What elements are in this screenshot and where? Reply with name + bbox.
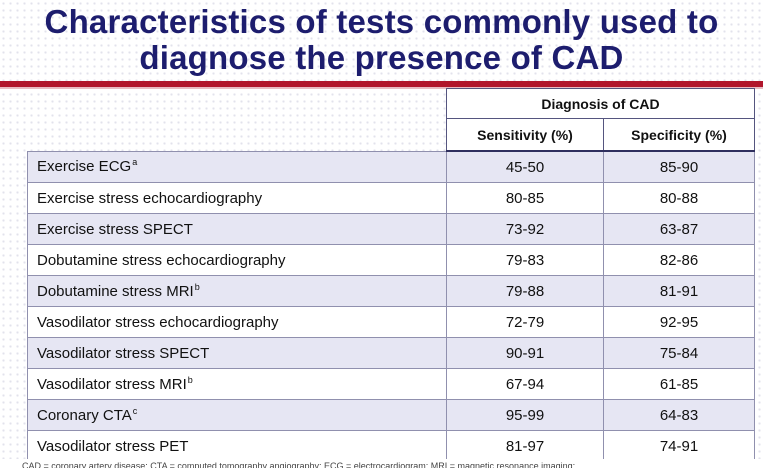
sensitivity-value: 79-83 bbox=[446, 244, 604, 276]
specificity-value: 75-84 bbox=[603, 337, 755, 369]
table-row: Exercise stress SPECT 73-92 63-87 bbox=[27, 213, 755, 245]
table-row: Dobutamine stress MRIb 79-88 81-91 bbox=[27, 275, 755, 307]
test-name: Vasodilator stress MRI bbox=[37, 375, 187, 393]
table-row: Exercise stress echocardiography 80-85 80-… bbox=[27, 182, 755, 214]
test-name-cell: Vasodilator stress echocardiography bbox=[27, 306, 447, 338]
sensitivity-value: 73-92 bbox=[446, 213, 604, 245]
specificity-value: 85-90 bbox=[603, 150, 755, 183]
header-row-columns: Sensitivity (%) Specificity (%) bbox=[28, 118, 755, 152]
test-name: Vasodilator stress PET bbox=[37, 437, 189, 455]
sensitivity-value: 45-50 bbox=[446, 150, 604, 183]
test-name-cell: Coronary CTAc bbox=[27, 399, 447, 431]
sensitivity-value: 95-99 bbox=[446, 399, 604, 431]
table-row: Dobutamine stress echocardiography 79-83 8… bbox=[27, 244, 755, 276]
test-name: Exercise ECG bbox=[37, 158, 132, 176]
specificity-value: 74-91 bbox=[603, 430, 755, 462]
test-name-cell: Vasodilator stress MRIb bbox=[27, 368, 447, 400]
test-name-cell: Vasodilator stress SPECT bbox=[27, 337, 447, 369]
title-line-1: Characteristics of tests commonly used t… bbox=[44, 3, 719, 40]
footnote: CAD = coronary artery disease; CTA = com… bbox=[0, 459, 763, 468]
table-row: Vasodilator stress SPECT 90-91 75-84 bbox=[27, 337, 755, 369]
sensitivity-value: 67-94 bbox=[446, 368, 604, 400]
test-name: Vasodilator stress echocardiography bbox=[37, 313, 279, 331]
specificity-value: 61-85 bbox=[603, 368, 755, 400]
test-name: Exercise stress echocardiography bbox=[37, 189, 263, 207]
test-name: Exercise stress SPECT bbox=[37, 220, 193, 238]
table-row: Exercise ECGa 45-50 85-90 bbox=[27, 150, 755, 183]
test-characteristics-table: Diagnosis of CAD Sensitivity (%) Specifi… bbox=[27, 88, 755, 462]
specificity-value: 82-86 bbox=[603, 244, 755, 276]
title-divider bbox=[0, 81, 763, 89]
test-name: Dobutamine stress echocardiography bbox=[37, 251, 286, 269]
test-name: Dobutamine stress MRI bbox=[37, 282, 194, 300]
header-row-group: Diagnosis of CAD bbox=[28, 88, 755, 119]
test-name-cell: Exercise stress echocardiography bbox=[27, 182, 447, 214]
specificity-value: 80-88 bbox=[603, 182, 755, 214]
test-name: Coronary CTA bbox=[37, 406, 132, 424]
footnote-marker: b bbox=[187, 374, 193, 385]
specificity-value: 92-95 bbox=[603, 306, 755, 338]
footnote-marker: a bbox=[132, 157, 138, 168]
test-name-cell: Exercise stress SPECT bbox=[27, 213, 447, 245]
test-name-cell: Vasodilator stress PET bbox=[27, 430, 447, 462]
test-name-cell: Dobutamine stress MRIb bbox=[27, 275, 447, 307]
slide-title: Characteristics of tests commonly used t… bbox=[0, 4, 763, 76]
specificity-header: Specificity (%) bbox=[603, 118, 755, 152]
sensitivity-value: 81-97 bbox=[446, 430, 604, 462]
header-blank-cell bbox=[28, 89, 447, 152]
title-line-2: diagnose the presence of CAD bbox=[139, 39, 624, 76]
table-row: Vasodilator stress MRIb 67-94 61-85 bbox=[27, 368, 755, 400]
test-name-cell: Dobutamine stress echocardiography bbox=[27, 244, 447, 276]
sensitivity-value: 90-91 bbox=[446, 337, 604, 369]
table-row: Vasodilator stress PET 81-97 74-91 bbox=[27, 430, 755, 462]
test-name: Vasodilator stress SPECT bbox=[37, 344, 210, 362]
sensitivity-value: 72-79 bbox=[446, 306, 604, 338]
sensitivity-value: 80-85 bbox=[446, 182, 604, 214]
table-body: Exercise ECGa 45-50 85-90 Exercise stress e… bbox=[27, 150, 755, 462]
group-header: Diagnosis of CAD bbox=[446, 88, 755, 119]
footnote-marker: b bbox=[194, 281, 200, 292]
footnote-marker: c bbox=[132, 405, 138, 416]
table-row: Coronary CTAc 95-99 64-83 bbox=[27, 399, 755, 431]
specificity-value: 64-83 bbox=[603, 399, 755, 431]
sensitivity-header: Sensitivity (%) bbox=[446, 118, 604, 152]
specificity-value: 63-87 bbox=[603, 213, 755, 245]
specificity-value: 81-91 bbox=[603, 275, 755, 307]
test-name-cell: Exercise ECGa bbox=[27, 150, 447, 183]
table-row: Vasodilator stress echocardiography 72-79… bbox=[27, 306, 755, 338]
sensitivity-value: 79-88 bbox=[446, 275, 604, 307]
